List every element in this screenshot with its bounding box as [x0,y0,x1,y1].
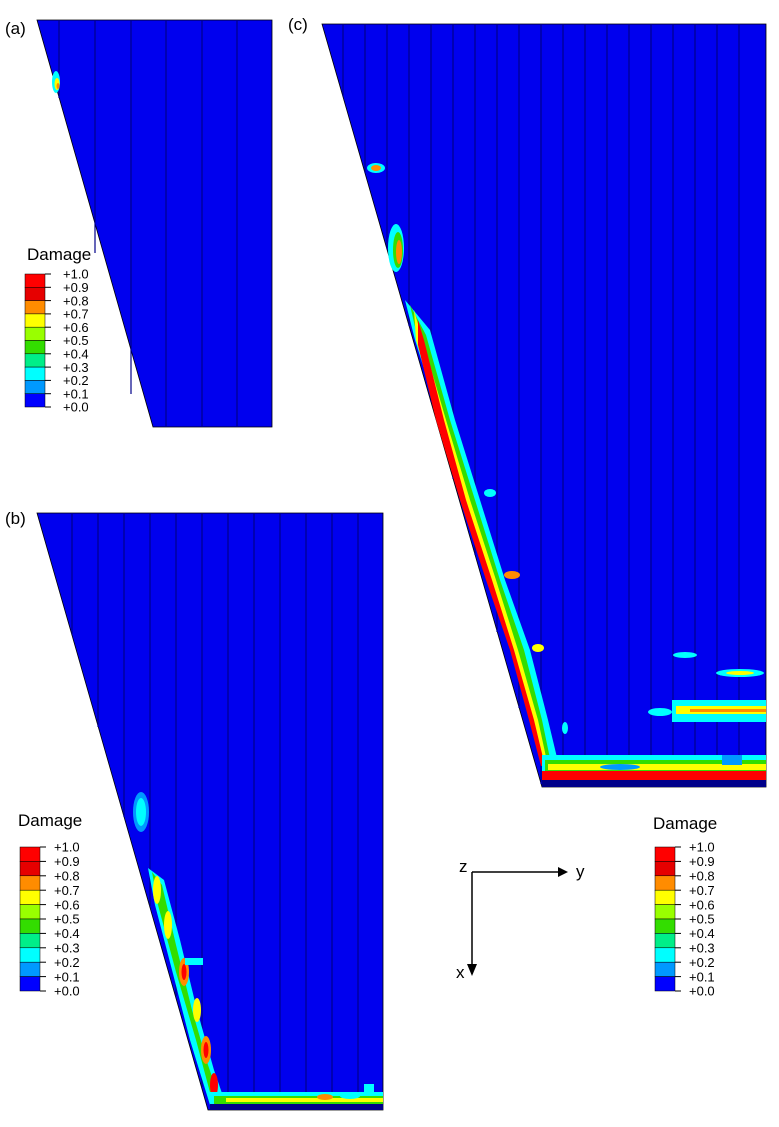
legend-tick-label: +0.9 [54,854,80,869]
legend-swatch [24,287,46,301]
legend-swatch [24,366,46,381]
legend-tick-label: +0.6 [63,320,89,335]
panel-a: (a) [5,19,273,428]
legend-swatch [654,933,676,949]
legend-swatch [19,846,41,862]
legend-tick-label: +0.7 [54,883,80,898]
panel-b: (b) [5,509,384,1111]
legend-tick-label: +0.2 [689,955,715,970]
legend-tick-label: +0.8 [63,293,89,308]
legend-panel-b: Damage +1.0+0.9+0.8+0.7+0.6+0.5+0.4+0.3+… [18,811,82,999]
legend-tick-label: +0.9 [689,854,715,869]
panel-c-mesh [321,23,767,788]
legend-tick-label: +0.4 [63,346,89,361]
panel-b-damage-zone [133,792,383,1110]
legend-swatch [19,918,41,934]
z-axis-label: z [459,857,468,876]
legend-title: Damage [653,814,717,833]
axes-triad: z y x [456,857,585,982]
legend-tick-label: +0.8 [689,868,715,883]
panel-c: (c) [288,15,767,788]
legend-swatch [24,353,46,368]
legend-tick-label: +0.7 [689,883,715,898]
y-axis-label: y [576,862,585,881]
legend-swatch [19,947,41,963]
legend-swatch [19,875,41,891]
legend-swatch [19,976,41,992]
panel-a-mesh [36,19,273,428]
legend-tick-label: +0.5 [63,333,89,348]
legend-swatch [654,947,676,963]
legend-swatch [24,340,46,355]
legend-tick-label: +0.3 [63,360,89,375]
y-axis-arrowhead [558,867,568,877]
legend-tick-label: +0.4 [689,926,715,941]
legend-swatch [654,889,676,905]
legend-swatch [19,961,41,977]
legend-swatch [19,861,41,877]
legend-panel-c: Damage +1.0+0.9+0.8+0.7+0.6+0.5+0.4+0.3+… [653,814,717,999]
legend-panel-a: Damage +1.0+0.9+0.8+0.7+0.6+0.5+0.4+0.3+… [24,245,91,415]
legend-tick-label: +1.0 [689,840,715,855]
panel-b-mesh [36,512,384,1111]
legend-swatch [654,846,676,862]
legend-title: Damage [18,811,82,830]
legend-swatch [24,326,46,341]
legend-tick-label: +0.2 [63,373,89,388]
legend-tick-label: +0.1 [689,969,715,984]
legend-swatch [24,273,46,288]
legend-tick-label: +0.2 [54,955,80,970]
legend-tick-label: +0.1 [63,386,89,401]
panel-a-element-lines [58,20,238,427]
legend-swatch [19,933,41,949]
legend-tick-label: +1.0 [63,267,89,282]
x-axis-arrowhead [467,964,477,976]
legend-tick-label: +0.0 [54,984,80,999]
legend-tick-label: +0.4 [54,926,80,941]
panel-b-label: (b) [5,509,26,528]
legend-tick-label: +1.0 [54,840,80,855]
legend-tick-label: +0.3 [689,940,715,955]
legend-tick-label: +0.1 [54,969,80,984]
legend-tick-label: +0.3 [54,940,80,955]
legend-swatch [654,875,676,891]
legend-swatch [654,976,676,992]
legend-tick-label: +0.5 [54,912,80,927]
legend-swatch [654,861,676,877]
legend-swatch [19,904,41,920]
legend-swatch [24,313,46,328]
legend-swatch [24,380,46,394]
panel-c-damage-zone [367,163,766,787]
panel-a-label: (a) [5,19,26,38]
legend-swatch [654,961,676,977]
legend-swatch [24,300,46,315]
panel-c-element-lines [342,24,740,787]
legend-tick-label: +0.6 [689,897,715,912]
legend-tick-label: +0.0 [689,984,715,999]
legend-tick-label: +0.7 [63,307,89,322]
panel-c-label: (c) [288,15,308,34]
legend-title: Damage [27,245,91,264]
legend-tick-label: +0.8 [54,868,80,883]
panel-a-damage-zone [52,71,60,93]
legend-tick-label: +0.0 [63,400,89,415]
panel-b-element-lines [71,513,359,1110]
legend-tick-label: +0.9 [63,280,89,295]
legend-swatch [654,904,676,920]
legend-swatch [19,889,41,905]
legend-swatch [24,393,46,408]
legend-swatch [654,918,676,934]
legend-tick-label: +0.6 [54,897,80,912]
legend-tick-label: +0.5 [689,912,715,927]
x-axis-label: x [456,963,465,982]
